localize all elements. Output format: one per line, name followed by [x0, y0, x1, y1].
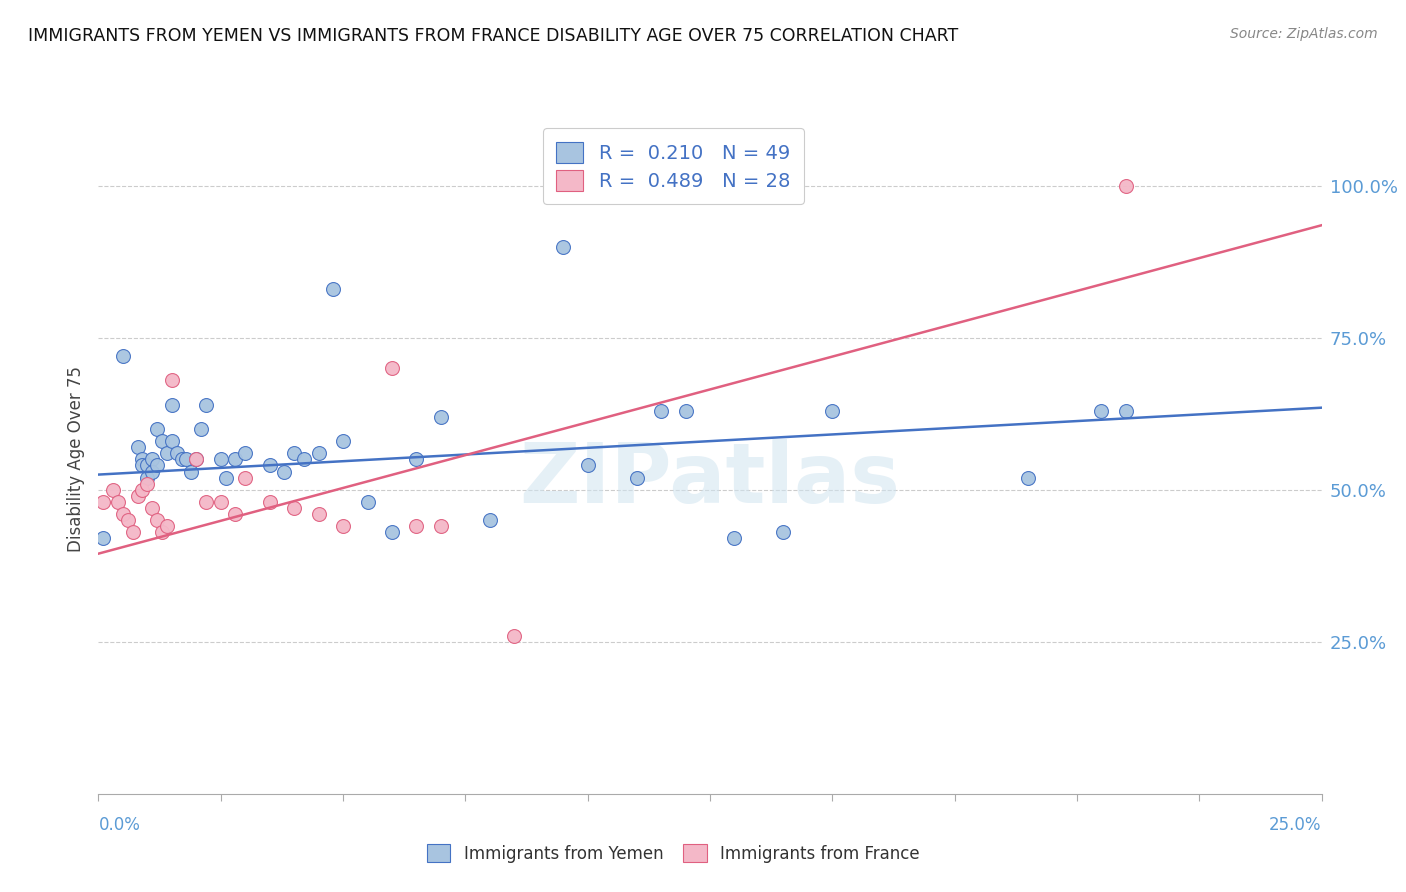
Point [127, 440, 149, 454]
Point [156, 519, 179, 533]
Point [136, 470, 159, 484]
Point [626, 470, 648, 484]
Point [91, 532, 114, 546]
Point [322, 282, 344, 296]
Text: IMMIGRANTS FROM YEMEN VS IMMIGRANTS FROM FRANCE DISABILITY AGE OVER 75 CORRELATI: IMMIGRANTS FROM YEMEN VS IMMIGRANTS FROM… [28, 27, 959, 45]
Point [209, 495, 232, 509]
Point [150, 525, 173, 540]
Point [101, 483, 124, 497]
Point [233, 470, 256, 484]
Point [91, 495, 114, 509]
Point [136, 476, 159, 491]
Point [332, 519, 354, 533]
Point [224, 507, 246, 521]
Point [146, 422, 169, 436]
Point [1115, 403, 1137, 417]
Point [131, 458, 153, 473]
Point [259, 495, 281, 509]
Point [131, 483, 153, 497]
Point [430, 409, 453, 424]
Point [356, 495, 378, 509]
Point [136, 458, 159, 473]
Point [381, 525, 404, 540]
Point [224, 452, 246, 467]
Point [503, 629, 526, 643]
Legend: Immigrants from Yemen, Immigrants from France: Immigrants from Yemen, Immigrants from F… [418, 834, 929, 872]
Point [283, 446, 305, 460]
Point [107, 495, 129, 509]
Point [381, 361, 404, 376]
Point [127, 489, 149, 503]
Point [146, 513, 169, 527]
Point [292, 452, 315, 467]
Point [675, 403, 697, 417]
Point [160, 398, 183, 412]
Point [141, 465, 163, 479]
Point [160, 434, 183, 449]
Point [283, 501, 305, 516]
Point [478, 513, 501, 527]
Point [190, 422, 212, 436]
Point [405, 452, 427, 467]
Point [209, 452, 232, 467]
Point [195, 495, 218, 509]
Point [160, 373, 183, 387]
Point [553, 239, 575, 253]
Point [131, 452, 153, 467]
Point [150, 434, 173, 449]
Point [141, 501, 163, 516]
Point [141, 452, 163, 467]
Point [723, 532, 745, 546]
Point [214, 470, 236, 484]
Text: Source: ZipAtlas.com: Source: ZipAtlas.com [1230, 27, 1378, 41]
Point [166, 446, 188, 460]
Point [772, 525, 794, 540]
Point [186, 452, 208, 467]
Point [233, 446, 256, 460]
Point [176, 452, 198, 467]
Point [180, 465, 202, 479]
Point [195, 398, 218, 412]
Point [308, 507, 330, 521]
Point [308, 446, 330, 460]
Point [170, 452, 193, 467]
Point [186, 452, 208, 467]
Point [576, 458, 599, 473]
Point [259, 458, 281, 473]
Point [332, 434, 354, 449]
Text: ZIPatlas: ZIPatlas [520, 439, 900, 520]
Point [117, 513, 139, 527]
Point [1017, 470, 1039, 484]
Point [156, 446, 179, 460]
Y-axis label: Disability Age Over 75: Disability Age Over 75 [66, 367, 84, 552]
Point [111, 507, 134, 521]
Point [273, 465, 295, 479]
Point [405, 519, 427, 533]
Point [430, 519, 453, 533]
Point [650, 403, 672, 417]
Point [1090, 403, 1112, 417]
Point [146, 458, 169, 473]
Point [121, 525, 143, 540]
Text: 0.0%: 0.0% [98, 816, 141, 834]
Point [821, 403, 844, 417]
Point [1115, 178, 1137, 193]
Point [111, 349, 134, 363]
Text: 25.0%: 25.0% [1270, 816, 1322, 834]
